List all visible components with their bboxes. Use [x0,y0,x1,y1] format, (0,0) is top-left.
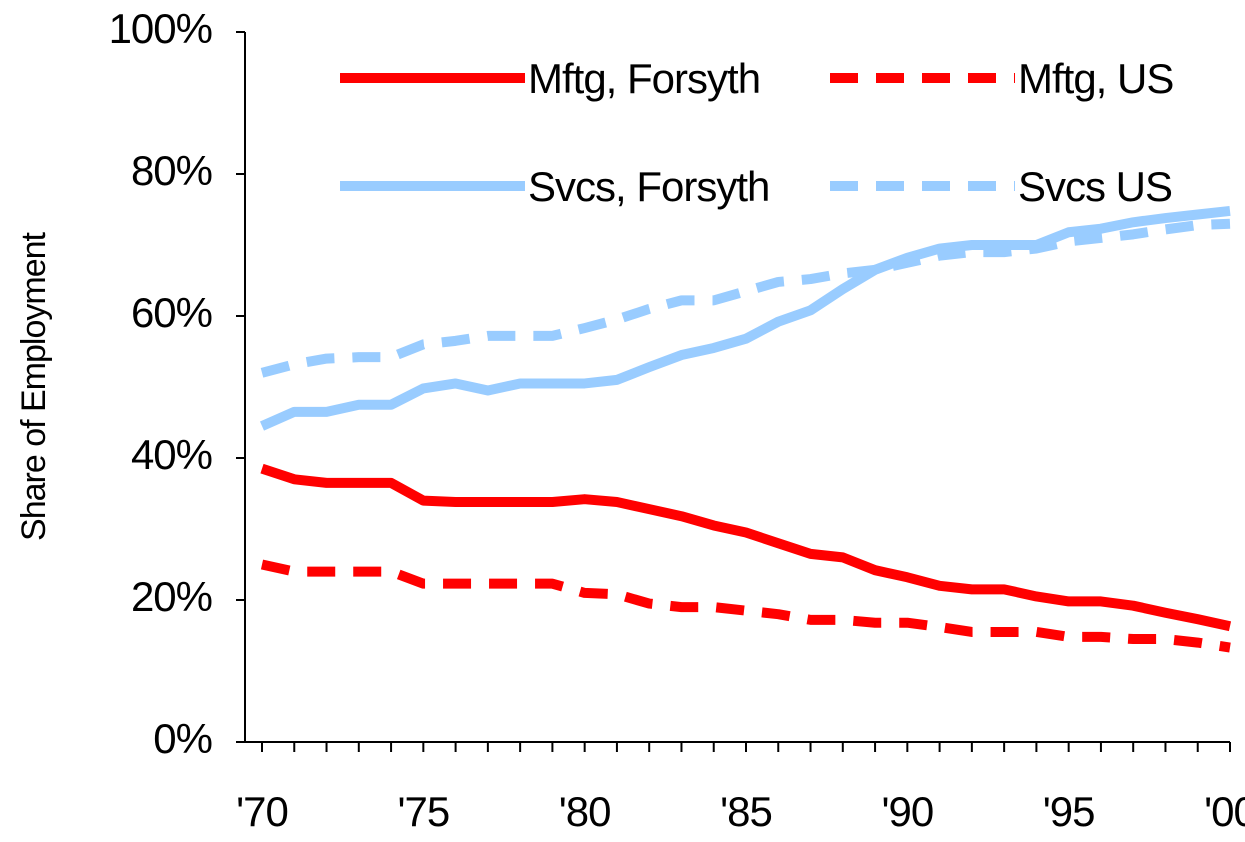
y-tick-label: 0% [153,715,212,762]
y-tick-label: 60% [131,289,212,336]
y-tick-label: 100% [109,5,212,52]
y-tick-label: 20% [131,573,212,620]
x-tick-label: '75 [397,788,449,835]
y-tick-label: 40% [131,431,212,478]
x-tick-label: '85 [720,788,772,835]
y-tick-label: 80% [131,147,212,194]
x-tick-label: '80 [559,788,611,835]
series-line [260,559,1231,653]
legend-label: Svcs, Forsyth [528,163,769,210]
x-tick-label: '00 [1204,788,1245,835]
series-line [260,218,1231,378]
legend-label: Svcs US [1018,163,1172,210]
x-tick-label: '95 [1043,788,1095,835]
legend-label: Mftg, US [1018,55,1173,102]
series-line [259,205,1231,431]
series-line [260,463,1232,632]
x-tick-label: '70 [236,788,288,835]
y-axis-label: Share of Employment [15,231,53,540]
legend-label: Mftg, Forsyth [528,55,760,102]
x-tick-label: '90 [881,788,933,835]
